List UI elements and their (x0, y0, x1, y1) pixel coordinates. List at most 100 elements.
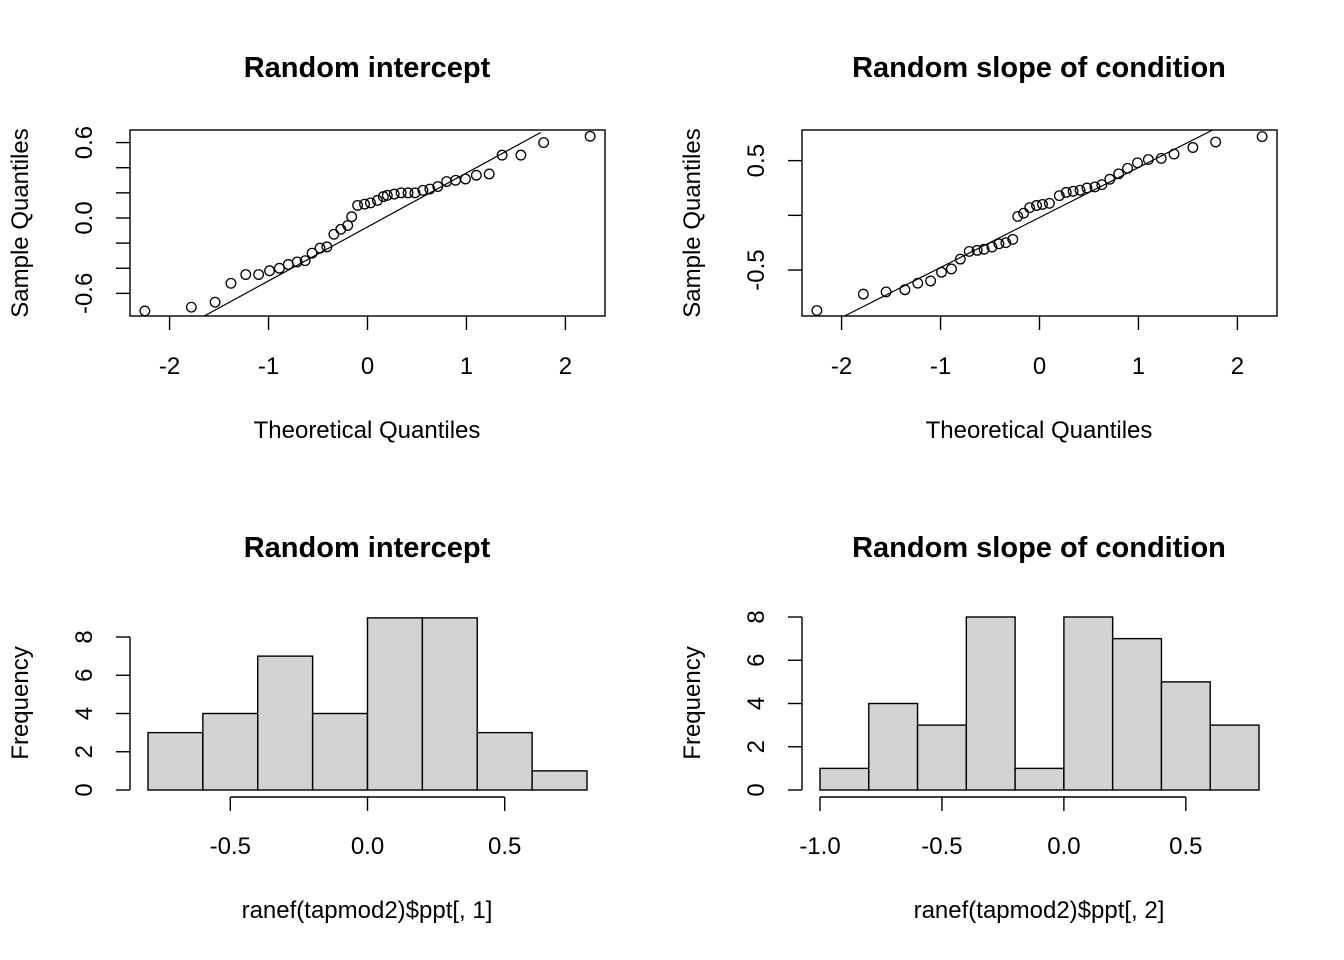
histogram-bar (147, 731, 204, 791)
qq-point (963, 245, 975, 257)
y-tick-label: 4 (71, 707, 98, 720)
qq-point (538, 137, 550, 149)
qq-point (1031, 200, 1042, 211)
histogram-bar (965, 616, 1016, 791)
qq-point (352, 199, 364, 211)
x-tick-label: -1.0 (799, 833, 840, 860)
chart-title: Random slope of condition (852, 532, 1226, 564)
qq-point (209, 296, 221, 308)
x-tick-label: 1 (460, 353, 473, 380)
x-tick-label: -1 (258, 353, 279, 380)
qq-point (388, 188, 400, 200)
qq-point (359, 198, 370, 210)
y-tick-label: 4 (743, 697, 770, 710)
histogram-bar (366, 617, 424, 791)
qq-point (282, 259, 294, 270)
x-tick-label: -1 (930, 353, 951, 380)
qq-point (1037, 198, 1048, 210)
qq-point (1155, 152, 1167, 164)
x-axis-label: ranef(tapmod2)$ppt[, 2] (914, 897, 1165, 924)
y-tick-label: 8 (743, 610, 770, 623)
y-axis-label: Frequency (679, 646, 706, 759)
qq-point (971, 244, 983, 256)
qq-point (299, 255, 311, 267)
histogram-bar (311, 712, 369, 791)
qq-point (460, 173, 471, 185)
qq-point (291, 256, 303, 268)
qq-point (912, 277, 924, 289)
qq-point (1104, 173, 1116, 185)
y-tick-label: -0.6 (71, 273, 98, 314)
qq-point (945, 263, 957, 275)
x-axis-label: Theoretical Quantiles (926, 417, 1153, 444)
qq-point (1132, 157, 1143, 169)
qq-point (993, 238, 1005, 250)
qq-point (1113, 168, 1125, 180)
y-tick-label: 0.6 (71, 126, 98, 159)
qq-point (185, 301, 197, 313)
x-tick-label: -0.5 (210, 833, 251, 860)
y-tick-label: 2 (71, 745, 98, 758)
histogram-bar (257, 655, 314, 791)
qq-point (342, 220, 354, 231)
qq-point (1168, 148, 1180, 160)
x-axis-label: ranef(tapmod2)$ppt[, 1] (242, 897, 493, 924)
y-tick-label: 6 (743, 654, 770, 667)
qq-point (857, 288, 869, 300)
qq-point (253, 269, 265, 280)
qq-point (225, 277, 237, 289)
chart-title: Random slope of condition (852, 52, 1226, 84)
x-tick-label: 0.5 (1169, 833, 1202, 860)
qq-point (1007, 233, 1019, 245)
qq-point (470, 169, 482, 181)
qq-point (424, 183, 436, 195)
qq-point (1067, 185, 1079, 197)
qq-point (1074, 184, 1086, 196)
histogram-bar (421, 617, 478, 791)
y-tick-label: 0 (743, 783, 770, 796)
qq-point (417, 184, 429, 196)
histogram-bar (1160, 681, 1211, 791)
qq-point (978, 243, 990, 255)
qq-point (381, 189, 393, 201)
y-axis-label: Sample Quantiles (679, 128, 706, 317)
qq-point (1096, 179, 1108, 191)
histogram-bar (531, 770, 588, 791)
qq-point (273, 262, 285, 274)
histogram-bar (202, 712, 259, 791)
x-tick-label: 1 (1132, 353, 1145, 380)
qq-point (986, 241, 998, 253)
y-tick-label: 0.5 (743, 144, 770, 177)
qq-point (1024, 202, 1036, 214)
x-tick-label: -2 (831, 353, 852, 380)
x-tick-label: 2 (559, 353, 572, 380)
qq-point (1018, 207, 1030, 219)
qq-point (811, 305, 823, 316)
histogram-bar (476, 731, 533, 791)
qq-point (1210, 136, 1222, 148)
qq-point (264, 265, 275, 277)
histogram-bar (1209, 724, 1260, 791)
qq-point (483, 168, 495, 180)
qq-point (306, 247, 318, 259)
qq-point (496, 149, 508, 161)
x-tick-label: -0.5 (921, 833, 962, 860)
chart-title: Random intercept (244, 52, 491, 84)
qq-point (899, 284, 911, 296)
histogram-bar (1014, 767, 1065, 791)
plot-marks: -2 -1 0 1 2 -0.6 0.0 0.6 (71, 126, 606, 380)
histogram-bar (1111, 637, 1163, 791)
qq-reference-line (203, 131, 541, 316)
qq-point (1043, 197, 1055, 209)
qq-point (432, 181, 444, 193)
qq-point (1256, 131, 1268, 143)
plot-marks: 0 2 4 6 8 -0.5 0.0 0.5 (71, 617, 588, 860)
qq-point (1012, 210, 1024, 222)
histogram-bar (868, 702, 919, 791)
y-tick-label: 0.0 (71, 201, 98, 234)
qq-point (371, 194, 383, 206)
y-tick-label: 0 (71, 783, 98, 796)
qq-point (240, 269, 252, 280)
